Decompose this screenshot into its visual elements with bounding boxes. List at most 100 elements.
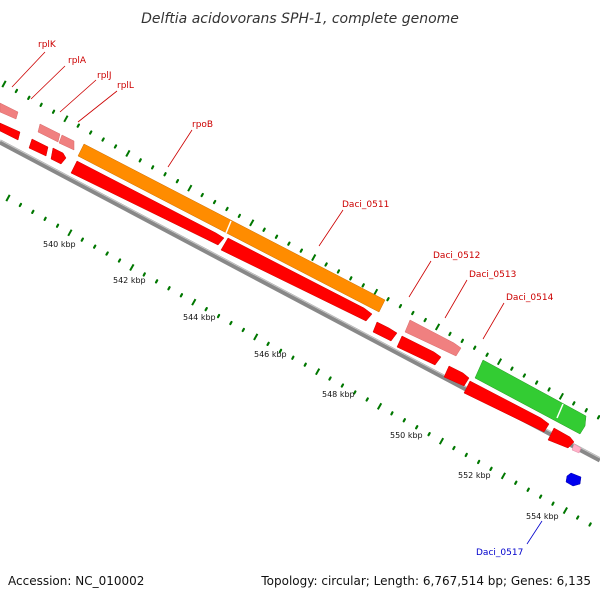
outer-major-tick	[496, 358, 503, 366]
inner-major-tick	[438, 437, 445, 445]
rplJ-cds-arrow[interactable]	[50, 147, 67, 165]
Daci_0514-leader	[482, 302, 505, 340]
outer-minor-tick	[163, 172, 167, 177]
outer-minor-tick	[101, 137, 105, 142]
inner-minor-tick	[353, 390, 357, 395]
outer-minor-tick	[39, 102, 43, 108]
rplJ-gene-arrow[interactable]	[58, 134, 75, 151]
inner-major-tick	[562, 507, 568, 515]
inner-minor-tick	[142, 272, 146, 277]
genome-summary-text: Topology: circular; Length: 6,767,514 bp…	[260, 574, 591, 588]
outer-major-tick	[311, 254, 317, 262]
outer-major-tick	[434, 323, 441, 331]
scale-label-548: 548 kbp	[322, 390, 355, 399]
rplK-gene-arrow[interactable]	[0, 102, 19, 120]
rpoB-gene-divider	[225, 220, 232, 234]
scale-labels: 540 kbp 542 kbp 544 kbp 546 kbp 548 kbp …	[43, 240, 559, 521]
Daci_0511-cds-arrow[interactable]	[220, 237, 373, 322]
gene-label-rplJ[interactable]: rplJ	[97, 71, 112, 81]
inner-minor-tick	[538, 494, 543, 499]
outer-minor-tick	[584, 408, 588, 413]
inner-minor-tick	[179, 293, 184, 298]
inner-minor-tick	[526, 487, 530, 492]
Daci_0514-cds-arrow[interactable]	[443, 365, 470, 387]
inner-minor-tick	[514, 480, 518, 485]
feature-tracks	[0, 102, 587, 487]
rpoB-gene-bar[interactable]	[77, 143, 386, 313]
outer-minor-tick	[336, 269, 341, 274]
outer-minor-tick	[460, 338, 464, 343]
rplJ-leader	[59, 79, 97, 113]
inner-minor-tick	[390, 411, 394, 416]
rplA-gene-arrow[interactable]	[37, 123, 61, 143]
inner-major-tick	[191, 298, 197, 306]
scale-label-540: 540 kbp	[43, 240, 76, 249]
inner-minor-tick	[92, 244, 97, 249]
scale-label-546: 546 kbp	[254, 350, 287, 359]
outer-minor-tick	[212, 199, 217, 205]
gene-label-Daci_0514[interactable]: Daci_0514	[506, 293, 554, 303]
inner-minor-tick	[365, 397, 369, 402]
outer-minor-tick	[113, 144, 118, 149]
gene-label-rplA[interactable]: rplA	[68, 56, 87, 66]
gene-label-Daci_0512[interactable]: Daci_0512	[433, 251, 480, 261]
inner-major-tick	[67, 229, 73, 237]
rplK-cds-arrow[interactable]	[0, 122, 21, 141]
Daci_0517-leader	[526, 520, 543, 545]
scale-label-542: 542 kbp	[113, 276, 146, 285]
Daci_0517-feature[interactable]	[565, 472, 582, 487]
outer-minor-tick	[287, 241, 291, 246]
rpoB-cds-arrow[interactable]	[70, 160, 225, 246]
gene-label-rpoB[interactable]: rpoB	[192, 120, 213, 130]
gene-label-Daci_0517[interactable]: Daci_0517	[476, 548, 523, 558]
Daci_0513-leader	[444, 279, 468, 319]
Daci_0513-cds-arrow[interactable]	[396, 335, 442, 366]
inner-minor-tick	[216, 313, 221, 319]
outer-minor-tick	[88, 130, 93, 135]
rplA-cds-arrow[interactable]	[28, 138, 49, 157]
inner-minor-tick	[452, 445, 456, 451]
outer-minor-tick	[237, 213, 241, 218]
scale-label-550: 550 kbp	[390, 431, 423, 440]
inner-minor-tick	[402, 418, 406, 423]
Daci_0512-cds-arrow[interactable]	[372, 321, 398, 342]
inner-minor-tick	[303, 362, 307, 367]
inner-minor-tick	[105, 251, 109, 256]
inner-minor-tick	[575, 515, 580, 520]
outer-minor-tick	[175, 179, 180, 184]
inner-minor-tick	[229, 320, 233, 326]
gene-label-Daci_0513[interactable]: Daci_0513	[469, 270, 516, 280]
gene-labels: rplK rplA rplJ rplL rpoB Daci_0511 Daci_…	[38, 40, 554, 558]
inner-minor-tick	[291, 355, 295, 360]
outer-minor-tick	[299, 248, 303, 253]
Daci_0512-leader	[408, 260, 432, 298]
outer-major-tick	[558, 392, 564, 400]
inner-minor-tick	[328, 376, 332, 381]
inner-minor-tick	[551, 501, 555, 506]
inner-minor-tick	[80, 237, 85, 242]
inner-minor-tick	[241, 327, 245, 333]
outer-tick-row	[1, 80, 600, 420]
outer-minor-tick	[349, 276, 353, 281]
inner-minor-tick	[266, 341, 270, 346]
gene-label-rplK[interactable]: rplK	[38, 40, 57, 50]
gene-label-Daci_0511[interactable]: Daci_0511	[342, 200, 389, 210]
accession-text: Accession: NC_010002	[8, 574, 144, 588]
outer-minor-tick	[262, 227, 266, 232]
Daci_0516-cds-arrow[interactable]	[547, 427, 575, 449]
inner-minor-tick	[340, 383, 345, 388]
inner-major-tick	[5, 194, 11, 202]
Daci_0511-leader	[318, 209, 344, 247]
Daci_0513-gene-arrow[interactable]	[404, 319, 462, 357]
inner-minor-tick	[18, 202, 23, 208]
outer-minor-tick	[473, 345, 477, 350]
outer-minor-tick	[398, 304, 403, 309]
outer-minor-tick	[386, 297, 390, 302]
outer-minor-tick	[411, 310, 415, 316]
small-pink-feature[interactable]	[571, 443, 582, 454]
gene-label-rplL[interactable]: rplL	[117, 81, 134, 91]
rplK-leader	[11, 51, 46, 88]
inner-minor-tick	[588, 522, 592, 527]
Daci_0515-cds-arrow[interactable]	[463, 380, 550, 433]
